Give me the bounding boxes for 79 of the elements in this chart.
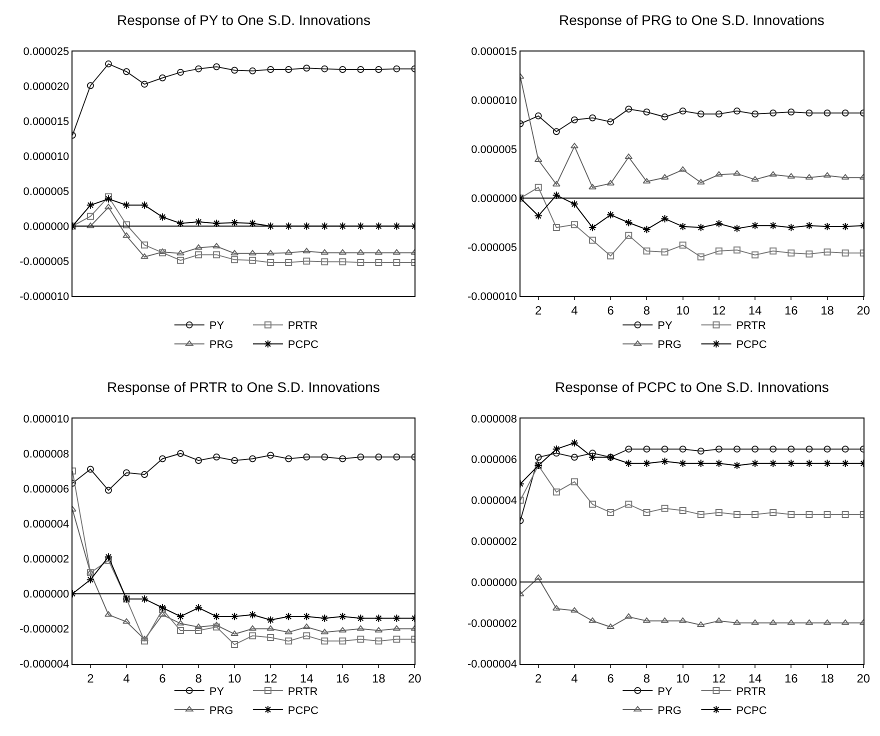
y-tick-label: 0.000002	[471, 536, 518, 548]
legend-label: PY	[658, 686, 673, 698]
y-tick-label: 0.000000	[23, 220, 70, 233]
y-tick-label: 0.000002	[23, 554, 70, 566]
x-tick-label: 4	[571, 304, 578, 318]
x-tick-label: 18	[820, 304, 834, 318]
legend-label: PCPC	[736, 704, 767, 717]
chart-title: Response of PRTR to One S.D. Innovations	[107, 379, 380, 395]
y-tick-label: 0.000006	[471, 454, 518, 466]
legend-label: PRG	[658, 339, 682, 352]
x-tick-label: 6	[159, 671, 166, 686]
y-tick-label: 0.000020	[23, 81, 70, 94]
x-tick-label: 8	[643, 671, 650, 686]
y-tick-label: -0.000004	[20, 658, 70, 671]
legend-label: PRTR	[288, 320, 318, 332]
y-tick-label: -0.000002	[467, 618, 518, 630]
legend-label: PCPC	[736, 339, 767, 352]
y-tick-label: 0.000004	[23, 518, 70, 530]
legend-label: PRTR	[736, 686, 766, 698]
chart-title: Response of PY to One S.D. Innovations	[117, 12, 370, 28]
x-tick-label: 12	[264, 671, 278, 686]
x-tick-label: 6	[607, 671, 614, 686]
x-tick-label: 12	[712, 304, 726, 318]
x-tick-label: 10	[228, 671, 242, 686]
legend-label: PRTR	[288, 686, 318, 698]
x-tick-label: 4	[571, 671, 578, 686]
x-tick-label: 16	[784, 671, 798, 686]
x-tick-label: 14	[748, 671, 762, 686]
x-tick-label: 10	[676, 671, 690, 686]
y-tick-label: 0.000010	[471, 95, 518, 108]
x-tick-label: 2	[535, 671, 542, 686]
y-tick-label: 0.000000	[23, 588, 70, 601]
x-tick-label: 14	[300, 671, 314, 686]
x-tick-label: 16	[784, 304, 798, 318]
y-tick-label: 0.000004	[471, 495, 518, 508]
y-tick-label: -0.000010	[467, 290, 518, 303]
x-tick-label: 2	[535, 304, 542, 318]
y-tick-label: 0.000010	[23, 413, 70, 426]
y-tick-label: 0.000008	[23, 448, 70, 460]
y-tick-label: -0.000005	[467, 242, 518, 254]
x-tick-label: 20	[856, 671, 870, 686]
legend-label: PY	[209, 320, 225, 332]
x-tick-label: 4	[123, 671, 130, 686]
legend-label: PY	[209, 686, 225, 698]
y-tick-label: 0.000015	[471, 46, 518, 58]
legend-label: PCPC	[288, 704, 319, 717]
legend-label: PRTR	[736, 320, 766, 332]
x-tick-label: 18	[820, 671, 834, 686]
legend-label: PRG	[658, 704, 682, 717]
chart-title: Response of PRG to One S.D. Innovations	[559, 12, 824, 28]
y-tick-label: 0.000025	[23, 46, 70, 58]
x-tick-label: 14	[748, 304, 762, 318]
y-tick-label: 0.000005	[23, 186, 70, 198]
x-tick-label: 10	[676, 304, 690, 318]
y-tick-label: 0.000000	[471, 576, 518, 589]
x-tick-label: 8	[195, 671, 202, 686]
x-tick-label: 6	[607, 304, 614, 318]
x-tick-label: 16	[336, 671, 350, 686]
chart-title: Response of PCPC to One S.D. Innovations	[555, 379, 829, 395]
y-tick-label: 0.000006	[23, 483, 70, 496]
y-tick-label: 0.000010	[23, 151, 70, 164]
legend-label: PRG	[209, 339, 234, 352]
x-tick-label: 2	[87, 671, 94, 686]
x-tick-label: 8	[643, 304, 650, 318]
legend-label: PRG	[209, 704, 234, 717]
y-tick-label: -0.000010	[20, 290, 70, 303]
x-tick-label: 20	[856, 304, 870, 318]
x-tick-label: 18	[372, 671, 386, 686]
y-tick-label: 0.000008	[471, 413, 518, 426]
y-tick-label: -0.000002	[20, 624, 70, 636]
y-tick-label: -0.000004	[467, 658, 518, 671]
y-tick-label: 0.000005	[471, 144, 518, 156]
y-tick-label: 0.000000	[471, 193, 518, 206]
legend-label: PY	[658, 320, 673, 332]
x-tick-label: 20	[408, 671, 422, 686]
y-tick-label: -0.000005	[20, 256, 70, 268]
x-tick-label: 12	[712, 671, 726, 686]
y-tick-label: 0.000015	[23, 116, 70, 128]
legend-label: PCPC	[288, 339, 319, 352]
